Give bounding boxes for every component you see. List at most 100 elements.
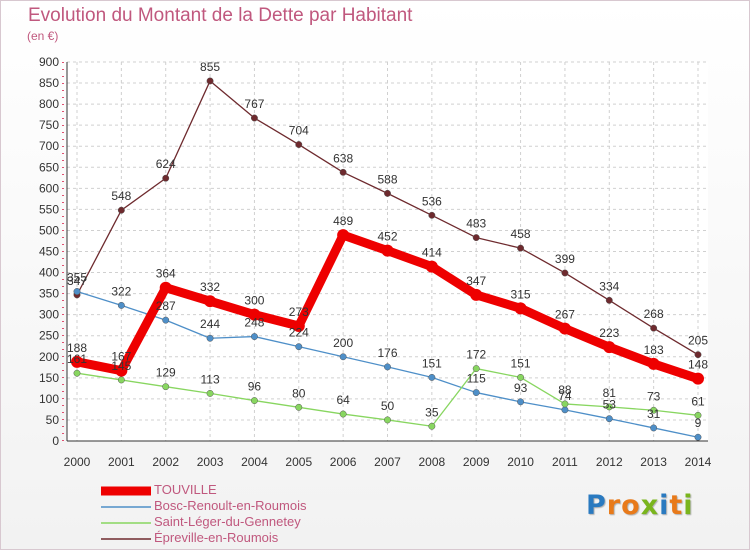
data-label: 148 — [688, 358, 708, 372]
data-point — [381, 244, 394, 257]
data-label: 145 — [111, 359, 131, 373]
data-label: 267 — [555, 308, 575, 322]
logo-letter: i — [683, 490, 694, 521]
data-label: 287 — [156, 299, 176, 313]
y-tick-label: 800 — [39, 97, 59, 111]
unit-label: (en €) — [27, 29, 59, 43]
data-point — [162, 174, 170, 182]
data-point — [647, 357, 660, 370]
data-label: 767 — [244, 97, 264, 111]
data-point — [558, 322, 571, 335]
data-label: 624 — [156, 157, 176, 171]
data-label: 223 — [599, 326, 619, 340]
data-label: 205 — [688, 334, 708, 348]
data-point — [384, 363, 391, 371]
data-point — [425, 260, 438, 273]
data-label: 334 — [599, 279, 619, 293]
data-label: 855 — [200, 60, 220, 74]
data-point — [337, 229, 350, 242]
data-label: 355 — [67, 271, 87, 285]
y-tick-label: 350 — [39, 287, 59, 301]
x-tick-label: 2001 — [108, 455, 135, 469]
y-tick-label: 50 — [46, 413, 60, 427]
data-point — [605, 415, 613, 423]
data-point — [295, 141, 303, 148]
logo-letter: o — [621, 490, 641, 521]
data-label: 588 — [377, 172, 397, 186]
data-point — [514, 302, 527, 315]
data-label: 224 — [289, 326, 309, 340]
legend-label: TOUVILLE — [154, 482, 217, 497]
data-label: 73 — [647, 389, 661, 403]
x-tick-label: 2010 — [507, 455, 534, 469]
y-tick-label: 250 — [39, 329, 59, 343]
data-label: 364 — [156, 267, 176, 281]
data-label: 248 — [244, 316, 264, 330]
data-label: 96 — [248, 380, 262, 394]
x-tick-label: 2003 — [197, 455, 224, 469]
data-label: 176 — [377, 346, 397, 360]
data-label: 167 — [111, 350, 131, 364]
x-tick-label: 2009 — [463, 455, 490, 469]
data-point — [206, 389, 214, 397]
data-point — [650, 324, 658, 332]
x-tick-label: 2012 — [596, 455, 623, 469]
data-point — [162, 316, 170, 324]
x-tick-label: 2011 — [552, 455, 578, 469]
data-label: 53 — [603, 398, 617, 412]
data-label: 244 — [200, 317, 220, 331]
data-point — [117, 376, 125, 384]
data-point — [605, 296, 613, 304]
legend-label: Saint-Léger-du-Gennetey — [154, 514, 301, 529]
data-point — [384, 189, 391, 197]
data-label: 183 — [644, 343, 664, 357]
y-tick-label: 900 — [39, 55, 59, 69]
y-tick-label: 100 — [39, 392, 59, 406]
data-point — [295, 403, 303, 411]
data-label: 81 — [603, 386, 617, 400]
data-label: 548 — [111, 189, 131, 203]
data-point — [428, 422, 436, 430]
data-label: 483 — [466, 217, 486, 231]
data-point — [472, 234, 480, 242]
data-label: 151 — [422, 356, 442, 370]
data-point — [605, 403, 613, 411]
data-point — [71, 355, 83, 368]
x-tick-label: 2008 — [419, 455, 446, 469]
data-point — [159, 281, 172, 294]
logo-letter: r — [606, 490, 622, 521]
data-label: 88 — [558, 383, 572, 397]
logo-letter: P — [586, 490, 607, 521]
data-label: 113 — [201, 372, 220, 386]
data-label: 64 — [336, 393, 350, 407]
data-point — [384, 416, 391, 424]
data-label: 93 — [514, 381, 528, 395]
y-tick-label: 750 — [39, 118, 59, 132]
data-label: 332 — [200, 280, 220, 294]
data-label: 347 — [466, 274, 486, 288]
data-point — [115, 364, 128, 377]
data-point — [206, 334, 214, 342]
data-point — [248, 308, 261, 321]
data-point — [428, 373, 436, 381]
legend-label: Bosc-Renoult-en-Roumois — [154, 498, 307, 513]
x-tick-label: 2014 — [685, 455, 712, 469]
x-tick-label: 2007 — [374, 455, 401, 469]
x-tick-label: 2006 — [330, 455, 357, 469]
data-label: 129 — [156, 366, 176, 380]
data-label: 50 — [381, 399, 395, 413]
data-point — [73, 288, 81, 295]
y-tick-label: 700 — [39, 139, 59, 153]
data-label: 80 — [292, 386, 306, 400]
y-tick-label: 300 — [39, 308, 59, 322]
data-point — [694, 411, 702, 419]
data-point — [517, 398, 525, 406]
data-label: 322 — [111, 284, 131, 298]
data-label: 35 — [425, 405, 439, 419]
y-tick-label: 650 — [39, 160, 59, 174]
data-point — [650, 424, 658, 432]
data-label: 489 — [333, 214, 353, 228]
data-point — [472, 365, 480, 373]
